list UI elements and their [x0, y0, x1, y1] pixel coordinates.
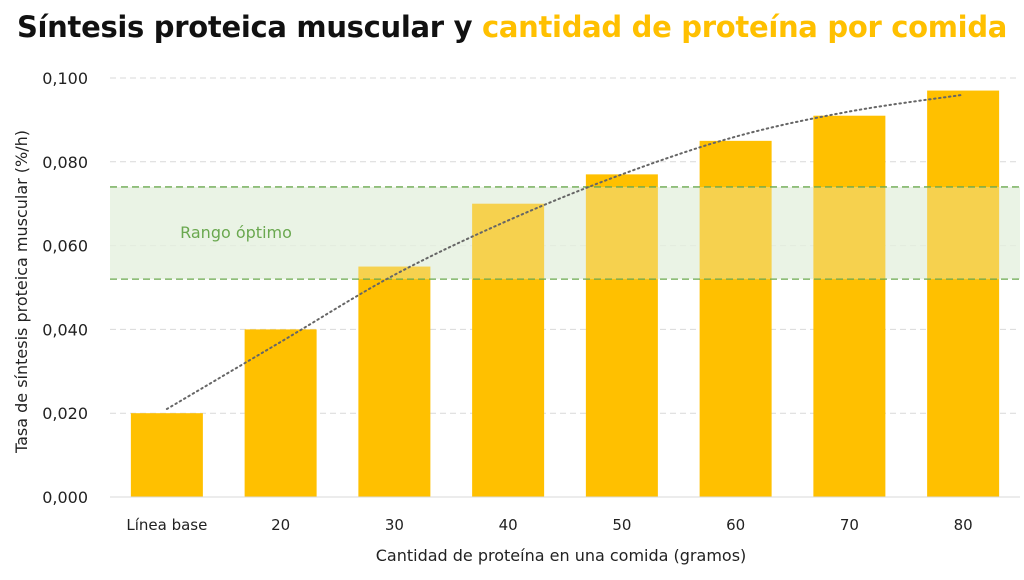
- bar: [472, 203, 545, 497]
- x-tick-label: Línea base: [126, 516, 207, 534]
- chart-title-part2: cantidad de proteína por comida: [481, 10, 1008, 44]
- bars: [130, 90, 1000, 498]
- bar: [358, 266, 431, 497]
- x-axis-ticks: Línea base 20 30 40 50 60 70 80: [126, 516, 972, 534]
- x-tick-label: 40: [499, 516, 518, 534]
- y-tick-label: 0,020: [42, 404, 88, 423]
- chart-title-part1: Síntesis proteica muscular y: [16, 10, 482, 44]
- bar: [244, 329, 317, 497]
- bar: [813, 115, 886, 498]
- x-axis-label: Cantidad de proteína en una comida (gram…: [376, 546, 747, 565]
- y-axis-ticks: 0,000 0,020 0,040 0,060 0,080 0,100: [42, 69, 88, 507]
- y-tick-label: 0,080: [42, 153, 88, 172]
- bar: [585, 174, 658, 497]
- bar: [130, 413, 203, 497]
- bar: [699, 140, 772, 497]
- chart-title: Síntesis proteica muscular y cantidad de…: [0, 10, 1024, 44]
- x-tick-label: 70: [840, 516, 859, 534]
- optimal-range-label: Rango óptimo: [180, 223, 292, 242]
- y-axis-label: Tasa de síntesis proteica muscular (%/h): [12, 130, 31, 454]
- x-tick-label: 20: [271, 516, 290, 534]
- optimal-range-band-overlay: [110, 186, 1020, 280]
- x-tick-label: 50: [612, 516, 631, 534]
- y-tick-label: 0,100: [42, 69, 88, 88]
- y-tick-label: 0,000: [42, 488, 88, 507]
- bar: [927, 90, 1000, 497]
- x-tick-label: 30: [385, 516, 404, 534]
- x-tick-label: 60: [726, 516, 745, 534]
- y-tick-label: 0,060: [42, 237, 88, 256]
- x-tick-label: 80: [954, 516, 973, 534]
- trend-line: [165, 93, 965, 411]
- y-tick-label: 0,040: [42, 320, 88, 339]
